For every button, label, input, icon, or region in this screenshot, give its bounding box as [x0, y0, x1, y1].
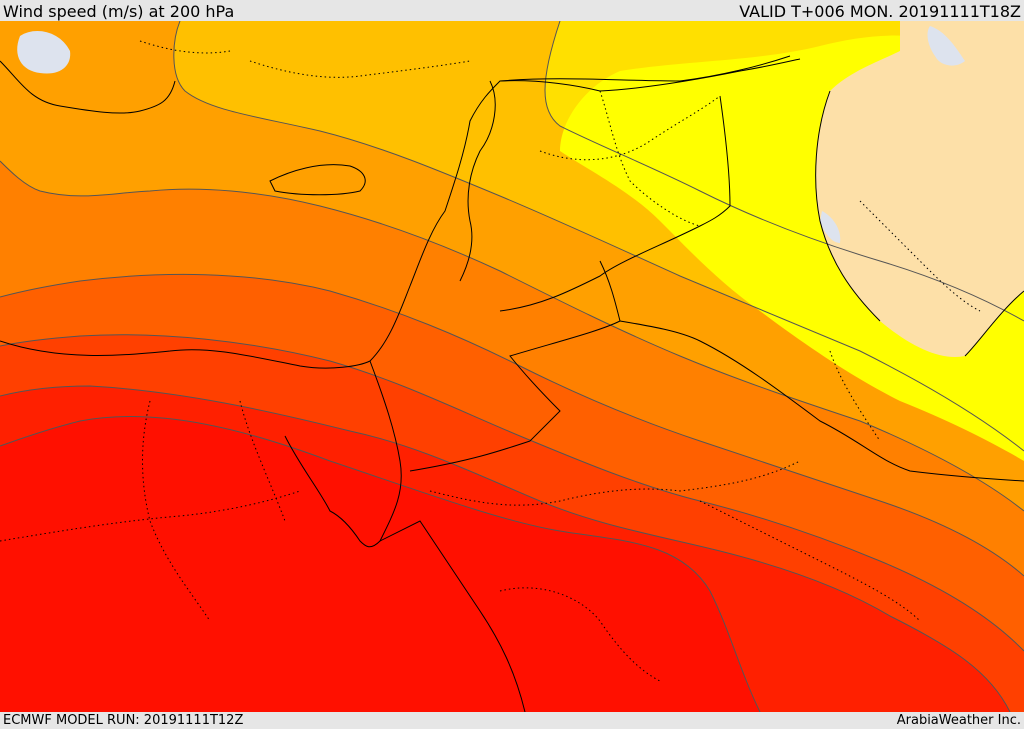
province-borders [0, 40, 981, 682]
coastlines [0, 58, 1024, 712]
isotach-lines [0, 21, 1024, 712]
lake [927, 26, 965, 66]
chart-header: Wind speed (m/s) at 200 hPa VALID T+006 … [0, 0, 1024, 21]
model-run: ECMWF MODEL RUN: 20191111T12Z [3, 713, 244, 728]
lake [820, 211, 841, 243]
chart-footer: ECMWF MODEL RUN: 20191111T12Z ArabiaWeat… [0, 712, 1024, 729]
lake [17, 31, 71, 74]
valid-time: VALID T+006 MON. 20191111T18Z [739, 2, 1021, 21]
country-borders [409, 55, 1024, 482]
outside-domain-land [815, 21, 1024, 357]
wind-speed-field [0, 21, 1024, 712]
map-title: Wind speed (m/s) at 200 hPa [3, 2, 235, 21]
wind-map [0, 21, 1024, 712]
brand-label: ArabiaWeather Inc. [896, 713, 1021, 728]
